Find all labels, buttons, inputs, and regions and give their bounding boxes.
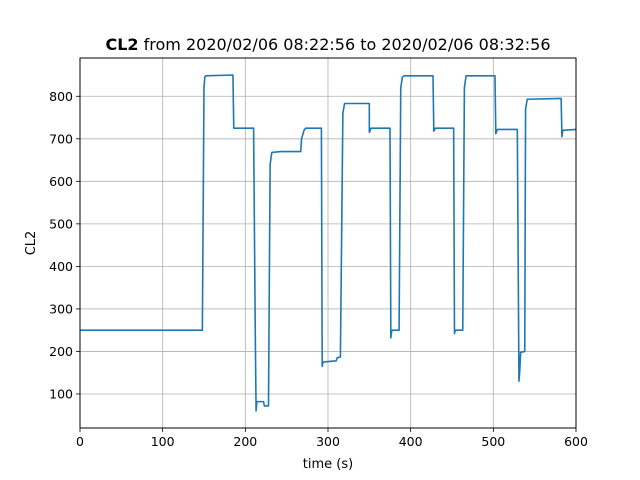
x-tick-label: 400 [399, 434, 423, 449]
y-tick-label: 400 [49, 259, 73, 274]
y-tick-label: 300 [49, 301, 73, 316]
y-tick-label: 600 [49, 174, 73, 189]
y-tick-label: 500 [49, 216, 73, 231]
y-tick-label: 800 [49, 89, 73, 104]
y-tick-label: 200 [49, 344, 73, 359]
chart-title: CL2 from 2020/02/06 08:22:56 to 2020/02/… [105, 35, 550, 54]
y-axis-label: CL2 [24, 231, 39, 256]
x-tick-label: 500 [481, 434, 505, 449]
grid [79, 58, 577, 428]
y-tick-label: 700 [49, 131, 73, 146]
x-tick-label: 0 [76, 434, 84, 449]
x-tick-label: 100 [151, 434, 175, 449]
series-line [80, 74, 577, 412]
ticks: 0 100 200 300 400 500 600 100 200 300 400 500 600 700… [49, 89, 588, 449]
chart-title-rest: from 2020/02/06 08:22:56 to 2020/02/06 0… [139, 35, 551, 54]
y-tick-label: 100 [49, 386, 73, 401]
x-tick-label: 300 [316, 434, 340, 449]
x-axis-label: time (s) [303, 457, 353, 472]
x-tick-label: 600 [564, 434, 588, 449]
x-tick-label: 200 [233, 434, 257, 449]
chart-title-bold: CL2 [105, 35, 138, 54]
series-layer [80, 74, 577, 412]
